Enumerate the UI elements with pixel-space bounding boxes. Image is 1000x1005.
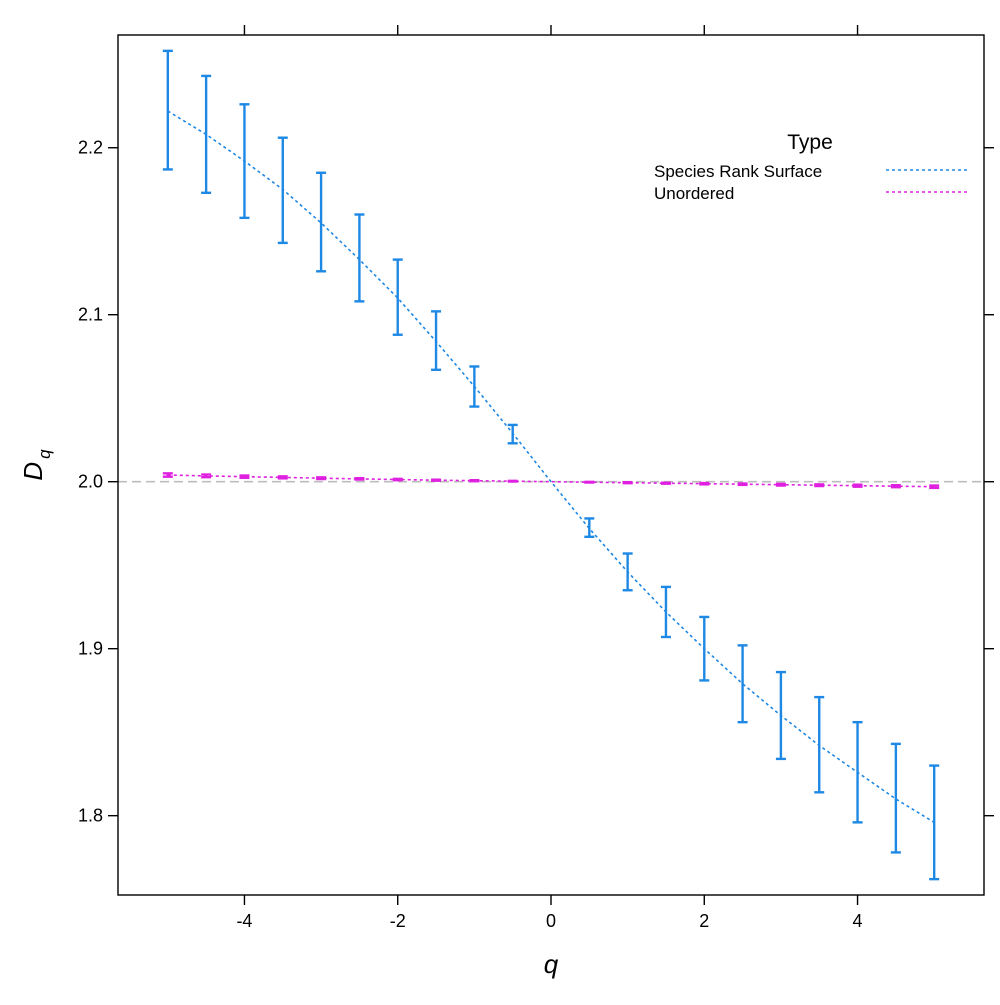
error-bar	[775, 482, 786, 487]
error-bar	[660, 585, 671, 639]
y-axis-title: Dq	[18, 449, 54, 481]
y-tick-label: 1.8	[78, 806, 103, 826]
error-bar	[699, 615, 710, 682]
error-bar	[507, 479, 518, 483]
error-bar	[507, 423, 518, 445]
error-bar	[162, 472, 173, 478]
series-line-unordered	[167, 474, 935, 488]
error-bar	[354, 213, 365, 303]
error-bar	[277, 136, 288, 245]
y-tick-label: 2.2	[78, 138, 103, 158]
error-bar	[890, 742, 901, 854]
error-bar	[814, 483, 825, 488]
x-tick-label: -2	[390, 911, 406, 931]
ticks-layer: -4 -2 0 2 4 1.8 1.9 2.0 2.1 2.2	[78, 25, 994, 931]
x-tick-label: 0	[546, 911, 556, 931]
series-unordered	[162, 472, 940, 490]
error-bar	[316, 171, 327, 273]
error-bar	[622, 552, 633, 592]
error-bar	[239, 474, 250, 480]
error-bar	[699, 481, 710, 486]
error-bar	[584, 517, 595, 539]
x-tick-label: -4	[236, 911, 252, 931]
error-bar	[929, 764, 940, 881]
legend-label-unordered: Unordered	[654, 184, 734, 203]
legend: Type Species Rank Surface Unordered	[654, 131, 970, 203]
error-bar	[201, 473, 212, 479]
y-axis-title-group: Dq	[18, 449, 54, 481]
error-bar	[469, 365, 480, 408]
error-bar	[239, 103, 250, 220]
error-bar	[584, 480, 595, 484]
y-tick-label: 2.1	[78, 305, 103, 325]
y-axis-title-main: D	[18, 462, 48, 481]
error-bar	[354, 476, 365, 481]
error-bar	[814, 695, 825, 794]
error-bar	[431, 478, 442, 482]
x-axis-title: q	[544, 949, 559, 979]
error-bar	[392, 258, 403, 336]
error-bar	[775, 670, 786, 761]
error-bar	[316, 476, 327, 481]
y-tick-label: 1.9	[78, 639, 103, 659]
error-bar	[392, 477, 403, 482]
x-tick-label: 2	[699, 911, 709, 931]
error-bar	[929, 484, 940, 490]
error-bar	[162, 49, 173, 171]
series-line-species-rank-surface	[167, 110, 935, 824]
y-tick-label: 2.0	[78, 472, 103, 492]
legend-title: Type	[787, 131, 833, 154]
error-bar	[737, 644, 748, 724]
error-bar	[737, 482, 748, 487]
error-bar	[431, 310, 442, 372]
x-tick-label: 4	[853, 911, 863, 931]
plot-background	[118, 35, 984, 895]
error-bar	[277, 475, 288, 480]
error-bar	[622, 481, 633, 485]
y-axis-title-subscript: q	[35, 449, 54, 459]
error-bar	[469, 478, 480, 483]
error-bar	[890, 484, 901, 489]
error-bar	[660, 481, 671, 485]
series-species-rank-surface	[162, 49, 940, 881]
error-bar	[852, 483, 863, 488]
series-layer	[162, 49, 940, 881]
legend-label-species-rank-surface: Species Rank Surface	[654, 162, 822, 181]
error-bar	[852, 720, 863, 824]
error-bar	[201, 74, 212, 195]
